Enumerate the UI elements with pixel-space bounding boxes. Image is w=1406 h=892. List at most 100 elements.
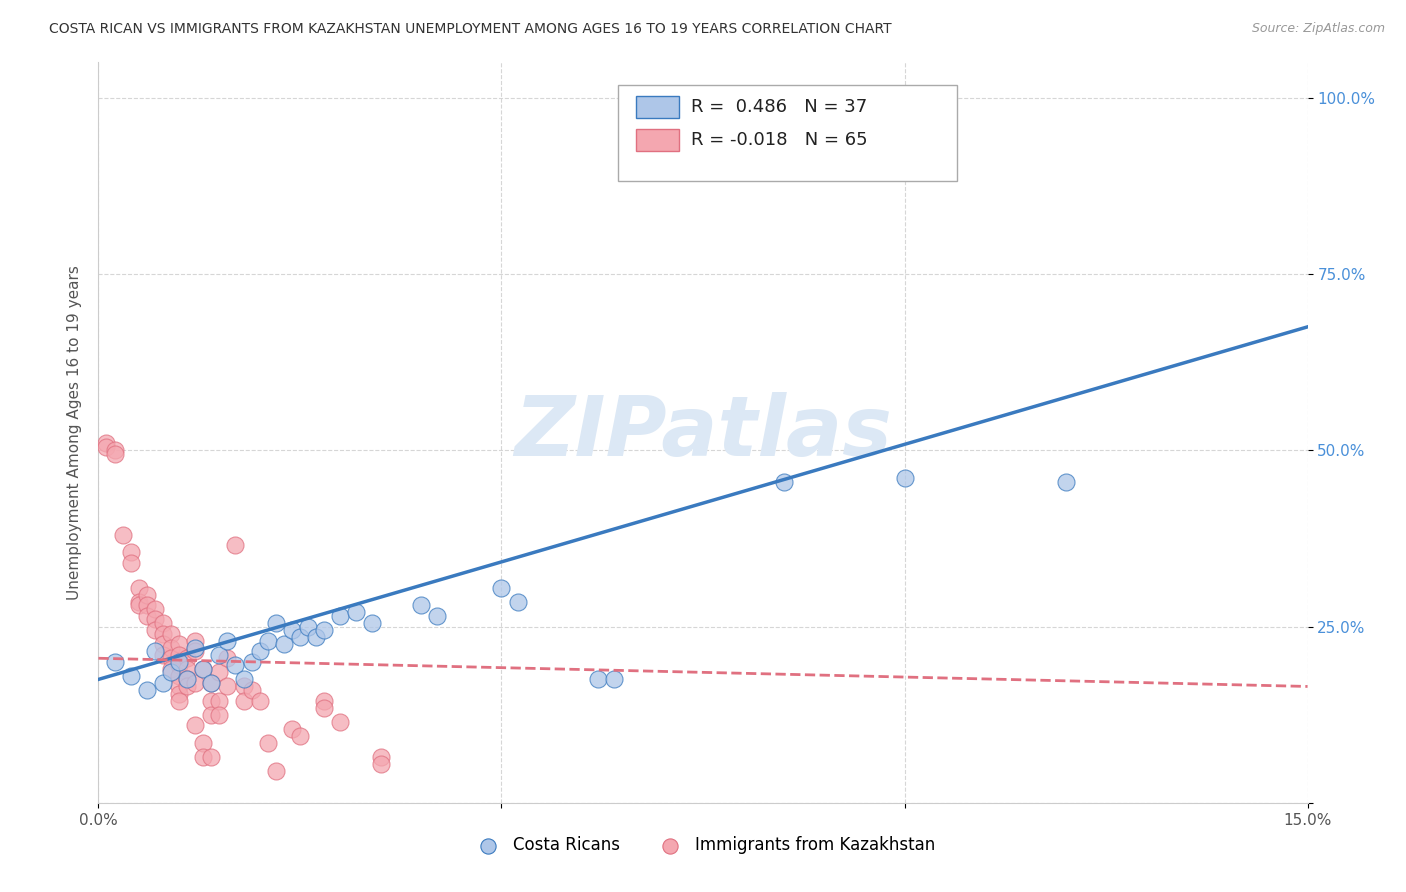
Point: [344, 606, 367, 620]
Text: Source: ZipAtlas.com: Source: ZipAtlas.com: [1251, 22, 1385, 36]
Text: COSTA RICAN VS IMMIGRANTS FROM KAZAKHSTAN UNEMPLOYMENT AMONG AGES 16 TO 19 YEARS: COSTA RICAN VS IMMIGRANTS FROM KAZAKHSTA…: [49, 22, 891, 37]
Point: [167, 648, 190, 662]
Point: [249, 644, 271, 658]
Y-axis label: Unemployment Among Ages 16 to 19 years: Unemployment Among Ages 16 to 19 years: [66, 265, 82, 600]
Point: [143, 644, 166, 658]
Point: [200, 707, 222, 722]
Point: [305, 630, 328, 644]
Point: [200, 693, 222, 707]
Point: [273, 637, 295, 651]
Point: [193, 736, 215, 750]
Point: [103, 447, 125, 461]
Point: [120, 669, 142, 683]
Point: [176, 680, 198, 694]
Point: [176, 673, 198, 687]
Point: [224, 538, 246, 552]
Point: [184, 676, 207, 690]
Point: [603, 673, 626, 687]
Point: [361, 615, 384, 630]
Point: [160, 665, 183, 680]
Point: [314, 700, 336, 714]
Point: [200, 750, 222, 764]
Point: [224, 658, 246, 673]
Point: [409, 599, 432, 613]
Point: [232, 680, 254, 694]
Legend: Costa Ricans, Immigrants from Kazakhstan: Costa Ricans, Immigrants from Kazakhstan: [464, 830, 942, 861]
Point: [184, 633, 207, 648]
Point: [120, 556, 142, 570]
Point: [217, 680, 239, 694]
Point: [184, 644, 207, 658]
Point: [1054, 475, 1077, 489]
Point: [167, 655, 190, 669]
Point: [96, 440, 118, 454]
Point: [370, 757, 392, 772]
Point: [240, 655, 263, 669]
Point: [193, 750, 215, 764]
Point: [249, 693, 271, 707]
FancyBboxPatch shape: [637, 95, 679, 118]
Point: [160, 662, 183, 676]
Point: [208, 707, 231, 722]
Point: [281, 623, 304, 637]
FancyBboxPatch shape: [619, 85, 957, 181]
Point: [120, 545, 142, 559]
Point: [176, 673, 198, 687]
Point: [264, 764, 287, 778]
Point: [281, 722, 304, 736]
Point: [103, 443, 125, 458]
Point: [772, 475, 794, 489]
Point: [232, 693, 254, 707]
Point: [143, 602, 166, 616]
Point: [135, 683, 157, 698]
Point: [96, 436, 118, 450]
Point: [370, 750, 392, 764]
Point: [208, 665, 231, 680]
Point: [135, 609, 157, 624]
Point: [232, 673, 254, 687]
Point: [135, 588, 157, 602]
Point: [143, 623, 166, 637]
Point: [506, 595, 529, 609]
Point: [256, 736, 278, 750]
Point: [329, 714, 352, 729]
Point: [128, 599, 150, 613]
Point: [167, 680, 190, 694]
Point: [297, 619, 319, 633]
Point: [193, 662, 215, 676]
Point: [103, 655, 125, 669]
Point: [426, 609, 449, 624]
Point: [329, 609, 352, 624]
Point: [200, 676, 222, 690]
Point: [491, 581, 513, 595]
FancyBboxPatch shape: [637, 129, 679, 152]
Point: [217, 651, 239, 665]
Point: [176, 651, 198, 665]
Point: [256, 633, 278, 648]
Point: [167, 693, 190, 707]
Point: [167, 637, 190, 651]
Point: [208, 693, 231, 707]
Point: [200, 676, 222, 690]
Point: [160, 626, 183, 640]
Point: [264, 615, 287, 630]
Point: [111, 528, 134, 542]
Point: [184, 640, 207, 655]
Point: [167, 658, 190, 673]
Point: [208, 648, 231, 662]
Text: R =  0.486   N = 37: R = 0.486 N = 37: [690, 98, 868, 116]
Point: [152, 626, 174, 640]
Point: [143, 612, 166, 626]
Point: [893, 471, 915, 485]
Point: [152, 615, 174, 630]
Point: [288, 630, 311, 644]
Point: [160, 651, 183, 665]
Point: [314, 693, 336, 707]
Point: [128, 581, 150, 595]
Point: [193, 662, 215, 676]
Point: [152, 648, 174, 662]
Point: [184, 718, 207, 732]
Point: [240, 683, 263, 698]
Point: [167, 669, 190, 683]
Point: [160, 640, 183, 655]
